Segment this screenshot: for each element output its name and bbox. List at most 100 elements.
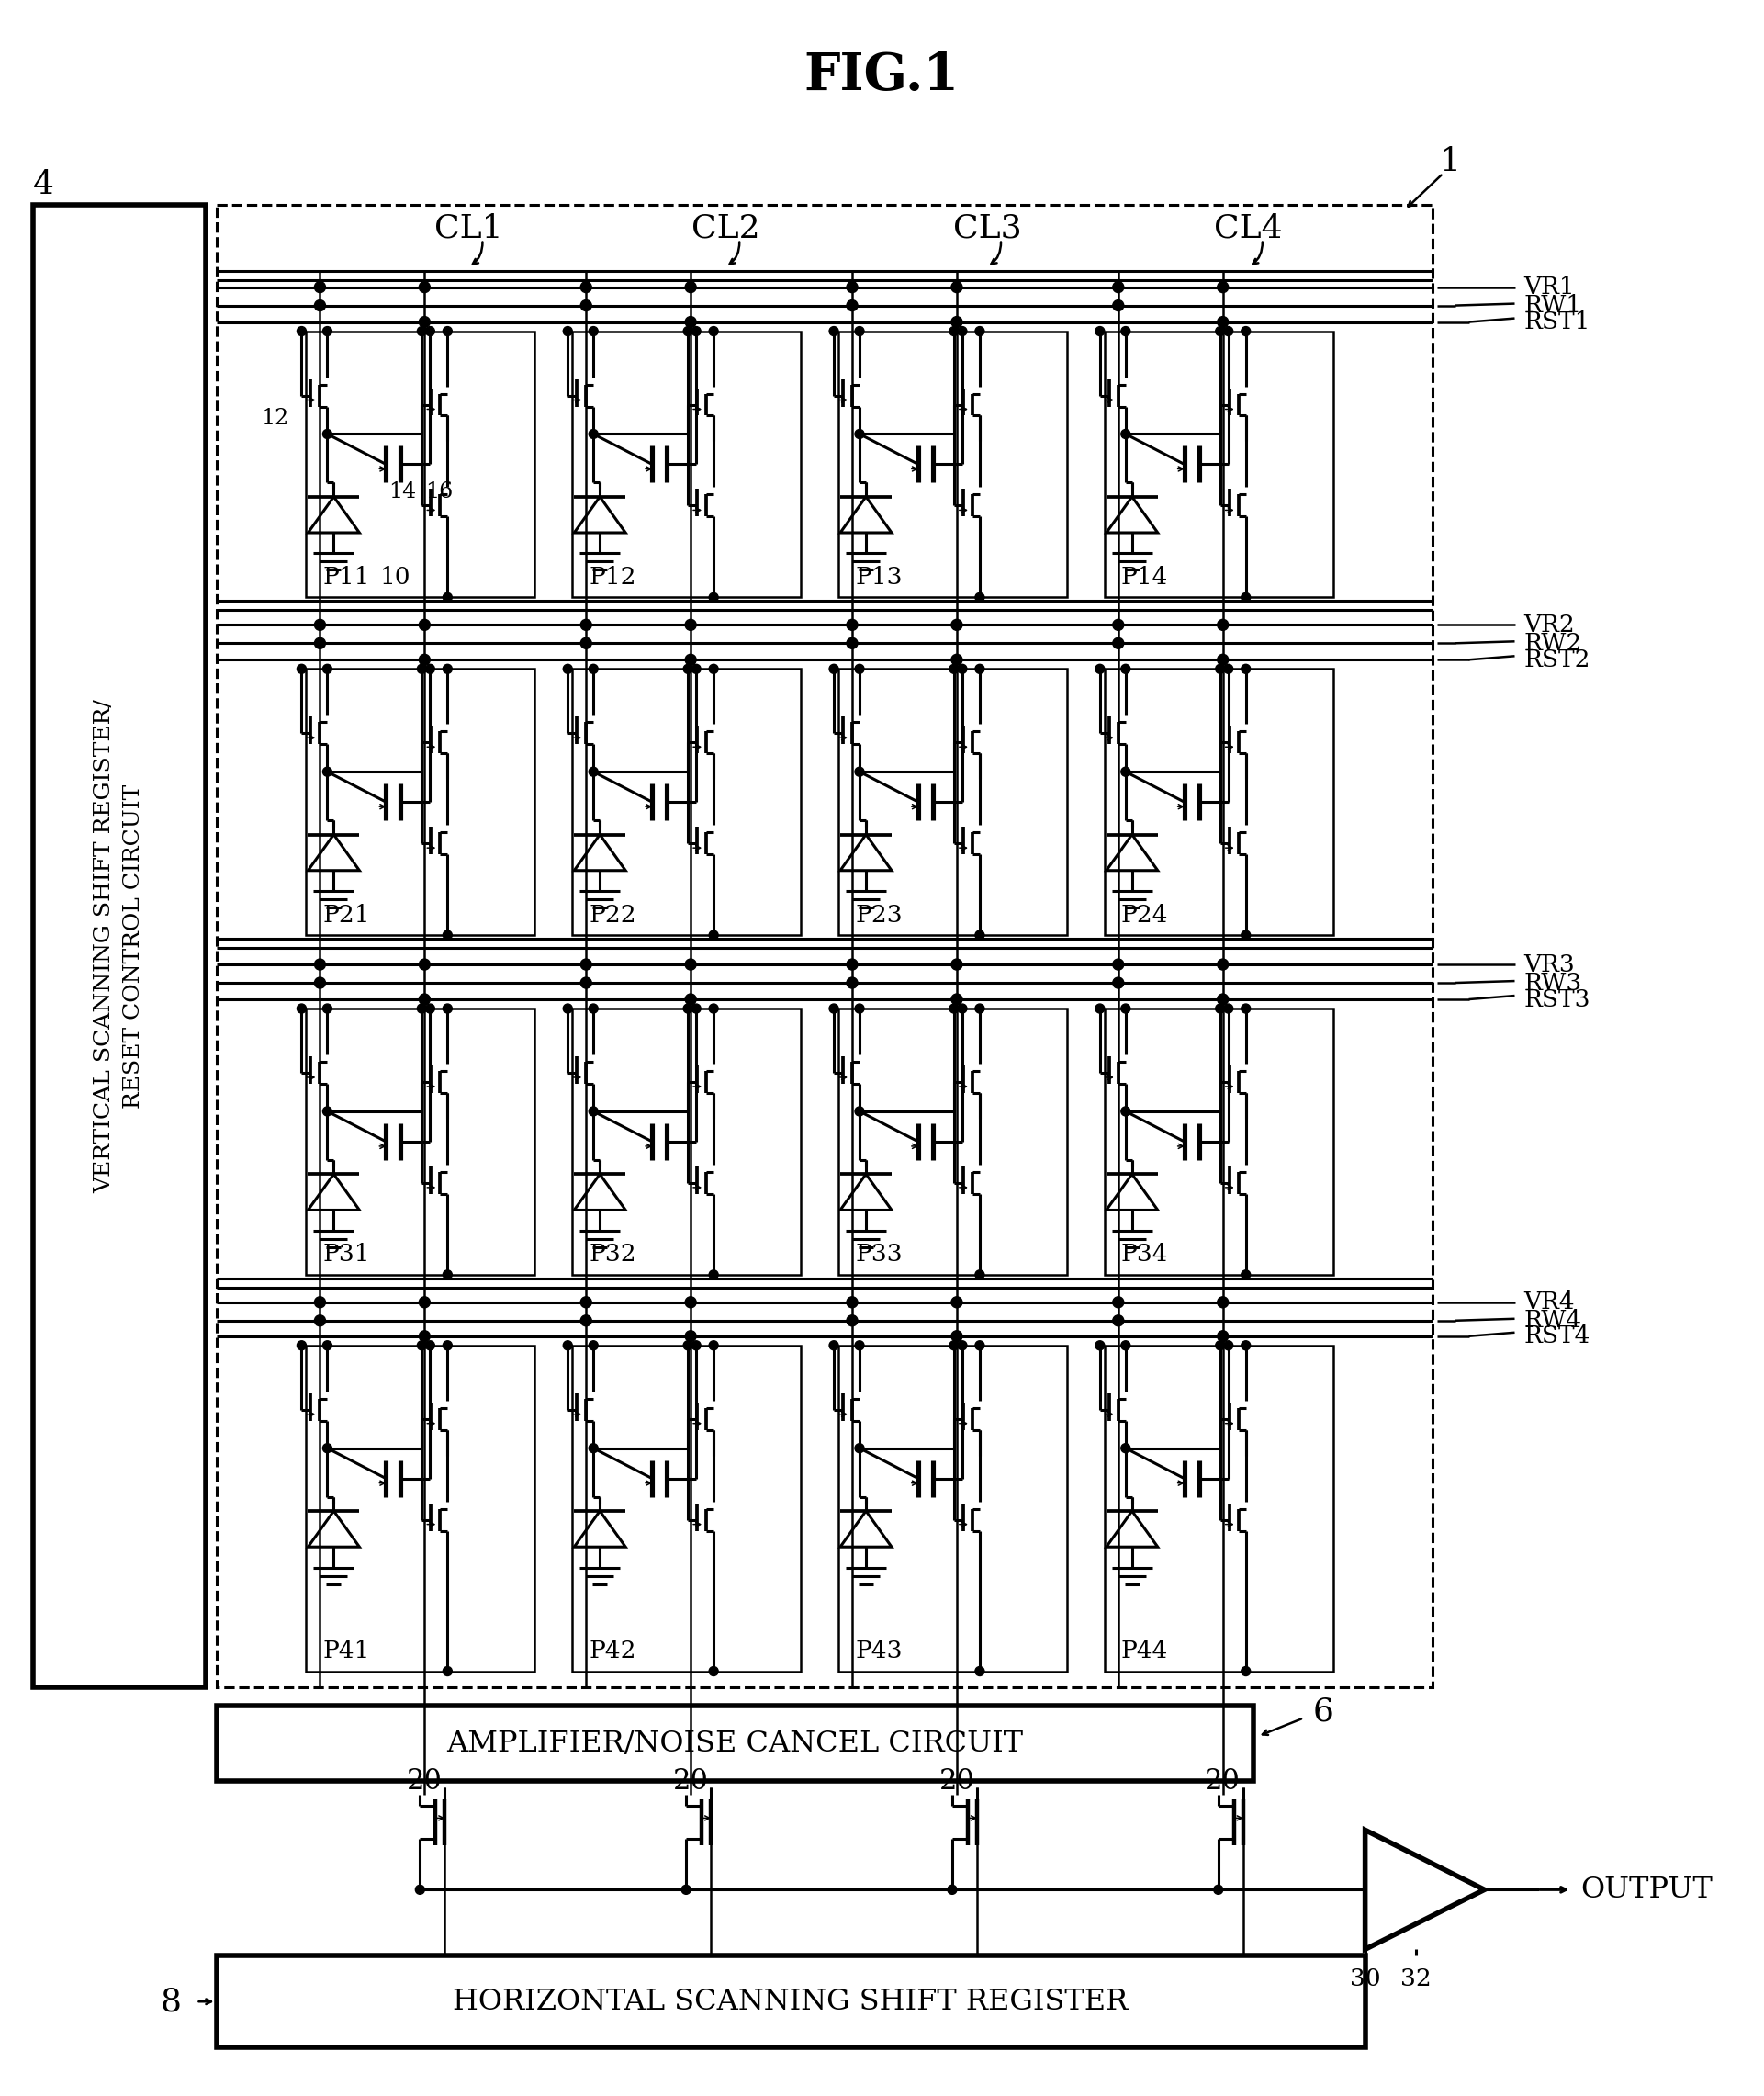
Circle shape xyxy=(1095,1341,1104,1350)
Circle shape xyxy=(580,281,591,293)
Circle shape xyxy=(420,316,430,327)
Circle shape xyxy=(949,1004,958,1012)
Text: 4: 4 xyxy=(34,168,55,199)
Circle shape xyxy=(580,1297,591,1308)
Circle shape xyxy=(1242,1666,1251,1677)
Bar xyxy=(838,1008,1067,1274)
Text: 30: 30 xyxy=(1349,1968,1381,1991)
Text: RW1: RW1 xyxy=(1524,293,1582,316)
Circle shape xyxy=(975,327,984,335)
Circle shape xyxy=(443,1341,452,1350)
Circle shape xyxy=(1122,1107,1131,1115)
Text: P32: P32 xyxy=(589,1243,637,1266)
Circle shape xyxy=(420,1297,430,1308)
Circle shape xyxy=(1095,327,1104,335)
Circle shape xyxy=(949,1341,958,1350)
Circle shape xyxy=(691,327,700,335)
Circle shape xyxy=(951,281,963,293)
Text: CL1: CL1 xyxy=(434,214,503,243)
Circle shape xyxy=(1217,994,1228,1004)
Circle shape xyxy=(443,327,452,335)
Circle shape xyxy=(856,430,864,438)
Circle shape xyxy=(856,1004,864,1012)
Circle shape xyxy=(314,637,326,650)
Circle shape xyxy=(420,620,430,631)
Circle shape xyxy=(1217,620,1228,631)
Bar xyxy=(307,331,534,597)
Circle shape xyxy=(1122,767,1131,776)
Circle shape xyxy=(420,960,430,970)
Circle shape xyxy=(323,1341,332,1350)
Circle shape xyxy=(425,664,434,673)
Circle shape xyxy=(684,1297,697,1308)
Circle shape xyxy=(589,664,598,673)
Circle shape xyxy=(847,620,857,631)
Circle shape xyxy=(691,664,700,673)
Circle shape xyxy=(589,767,598,776)
Circle shape xyxy=(443,1004,452,1012)
Circle shape xyxy=(975,1270,984,1279)
Circle shape xyxy=(1113,977,1124,989)
Text: RW3: RW3 xyxy=(1524,970,1582,994)
Circle shape xyxy=(949,327,958,335)
Circle shape xyxy=(951,994,963,1004)
Circle shape xyxy=(443,1666,452,1677)
Circle shape xyxy=(443,1270,452,1279)
Text: 1: 1 xyxy=(1439,147,1461,176)
Circle shape xyxy=(563,664,572,673)
Circle shape xyxy=(709,1004,718,1012)
Text: 20: 20 xyxy=(938,1767,975,1796)
Circle shape xyxy=(683,1341,693,1350)
Circle shape xyxy=(975,664,984,673)
Circle shape xyxy=(296,1004,307,1012)
Circle shape xyxy=(856,1444,864,1453)
Text: 14: 14 xyxy=(388,482,416,503)
Circle shape xyxy=(829,327,838,335)
Circle shape xyxy=(951,316,963,327)
Circle shape xyxy=(951,960,963,970)
Circle shape xyxy=(580,960,591,970)
Circle shape xyxy=(1122,1341,1131,1350)
Circle shape xyxy=(425,327,434,335)
Circle shape xyxy=(1215,327,1224,335)
Circle shape xyxy=(684,994,697,1004)
Circle shape xyxy=(1113,1314,1124,1327)
Bar xyxy=(572,1008,801,1274)
Circle shape xyxy=(951,1297,963,1308)
Circle shape xyxy=(420,281,430,293)
Bar xyxy=(307,669,534,935)
Circle shape xyxy=(1113,281,1124,293)
Circle shape xyxy=(847,281,857,293)
Circle shape xyxy=(1215,1341,1224,1350)
Circle shape xyxy=(323,767,332,776)
Circle shape xyxy=(323,1444,332,1453)
Text: 12: 12 xyxy=(261,409,289,430)
Circle shape xyxy=(314,1314,326,1327)
Text: P12: P12 xyxy=(589,566,637,589)
Text: 10: 10 xyxy=(379,566,411,589)
Circle shape xyxy=(1113,1297,1124,1308)
Circle shape xyxy=(975,1004,984,1012)
Circle shape xyxy=(684,654,697,664)
Circle shape xyxy=(580,637,591,650)
Text: P44: P44 xyxy=(1122,1639,1168,1662)
Circle shape xyxy=(975,931,984,939)
Circle shape xyxy=(415,1884,425,1895)
Circle shape xyxy=(323,430,332,438)
Circle shape xyxy=(1214,1884,1222,1895)
Text: P14: P14 xyxy=(1122,566,1168,589)
Circle shape xyxy=(847,977,857,989)
Circle shape xyxy=(709,664,718,673)
Circle shape xyxy=(683,664,693,673)
Circle shape xyxy=(958,327,967,335)
Circle shape xyxy=(323,1107,332,1115)
Circle shape xyxy=(314,620,326,631)
Circle shape xyxy=(975,1666,984,1677)
Circle shape xyxy=(1217,316,1228,327)
Circle shape xyxy=(420,994,430,1004)
Circle shape xyxy=(420,654,430,664)
Circle shape xyxy=(951,1331,963,1341)
Circle shape xyxy=(1217,1297,1228,1308)
Circle shape xyxy=(1224,327,1233,335)
Text: P21: P21 xyxy=(323,903,370,926)
